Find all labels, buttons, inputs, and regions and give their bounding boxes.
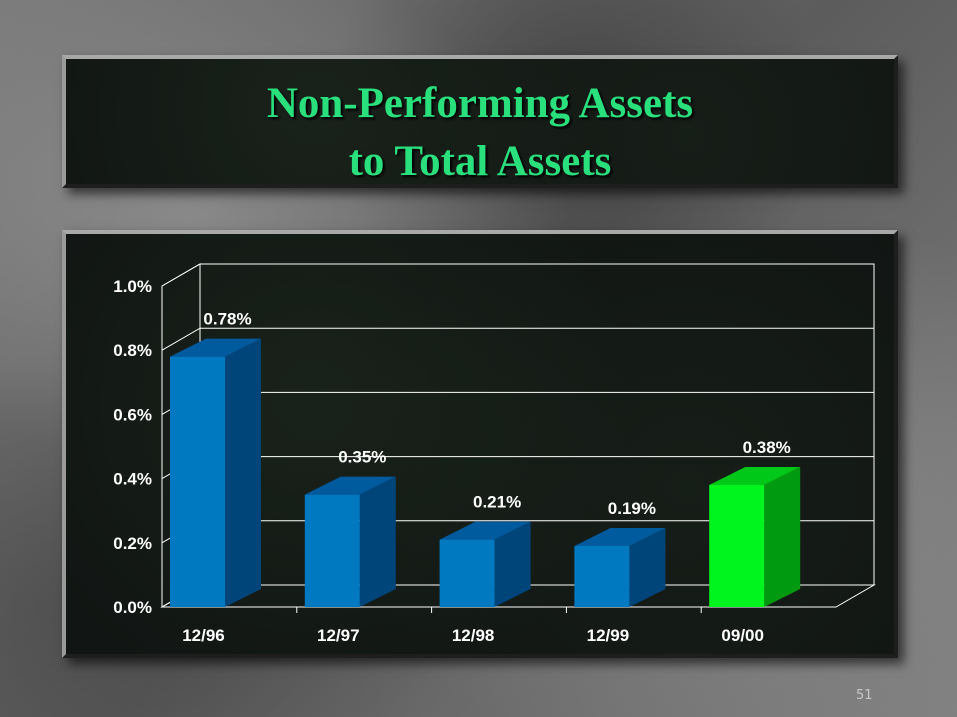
bar-side xyxy=(494,521,531,607)
data-label: 0.35% xyxy=(338,448,386,467)
y-tick-label: 0.6% xyxy=(113,405,152,424)
x-tick-label: 12/99 xyxy=(587,626,630,645)
bar-top xyxy=(170,338,261,357)
y-tick-label: 1.0% xyxy=(113,277,152,296)
bar-side xyxy=(225,338,261,607)
y-tick-label: 0.0% xyxy=(113,598,152,617)
gridline xyxy=(161,391,874,415)
bar xyxy=(304,494,360,607)
x-tick-label: 12/97 xyxy=(317,626,360,645)
bar-chart: 0.0% 0.2% 0.4% 0.6% 0.8% 1.0% 0.78% 12/96 0.35% 1… xyxy=(113,263,876,645)
x-tick-label: 09/00 xyxy=(721,626,764,645)
page-title-line-1: Non-Performing Assets xyxy=(266,80,694,127)
bar-top xyxy=(304,476,396,495)
bar-side xyxy=(359,476,396,607)
y-tick-label: 0.4% xyxy=(113,470,152,489)
x-tick-label: 12/96 xyxy=(182,626,225,645)
data-label: 0.21% xyxy=(473,493,521,512)
page-title-line-2: to Total Assets xyxy=(348,138,612,185)
bar xyxy=(439,539,495,607)
gridline xyxy=(161,327,874,351)
y-tick-label: 0.2% xyxy=(113,534,152,553)
gridline xyxy=(161,263,874,287)
y-tick-label: 0.8% xyxy=(113,341,152,360)
x-tick-label: 12/98 xyxy=(452,626,495,645)
bar xyxy=(709,485,765,607)
title-panel: Non-Performing Assets to Total Assets xyxy=(62,55,898,188)
bar-top xyxy=(574,528,666,547)
chart-panel: 0.0% 0.2% 0.4% 0.6% 0.8% 1.0% 0.78% 12/96 0.35% 1… xyxy=(62,230,898,658)
data-label: 0.38% xyxy=(743,438,791,457)
data-label: 0.78% xyxy=(203,310,251,329)
bar-side xyxy=(764,467,801,607)
data-label: 0.19% xyxy=(608,499,656,518)
bar xyxy=(170,356,225,607)
bar-side xyxy=(629,528,666,607)
bar-top xyxy=(709,467,801,486)
bar-top xyxy=(439,521,531,540)
bar xyxy=(574,546,630,607)
slide-number: 51 xyxy=(856,688,873,703)
